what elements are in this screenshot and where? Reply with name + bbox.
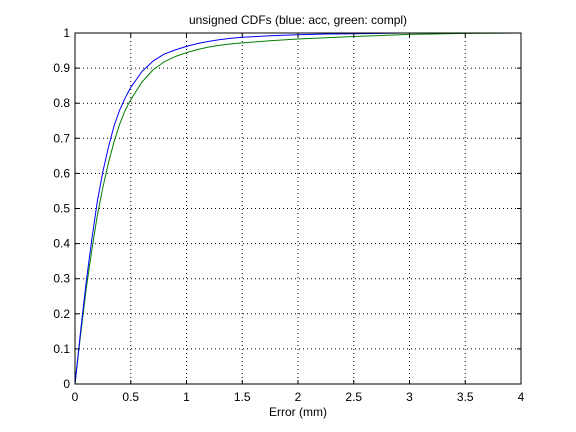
y-tick-label: 0.3 <box>53 272 70 286</box>
x-tick-label: 0 <box>72 390 79 404</box>
x-tick-label: 0.5 <box>122 390 139 404</box>
y-tick-label: 0.8 <box>53 96 70 110</box>
x-tick-label: 2 <box>295 390 302 404</box>
x-tick-label: 3 <box>406 390 413 404</box>
y-tick-label: 0.4 <box>53 237 70 251</box>
x-tick-label: 1.5 <box>234 390 251 404</box>
y-tick-label: 0.7 <box>53 131 70 145</box>
axis-ticks: 0 0.5 1 1.5 2 2.5 3 3.5 4 0 0.1 0.2 0.3 0.4 0.5 0.6 0.7 0… <box>53 26 524 404</box>
y-tick-label: 0.5 <box>53 202 70 216</box>
x-axis-label: Error (mm) <box>269 405 327 419</box>
x-tick-label: 4 <box>518 390 525 404</box>
chart-title: unsigned CDFs (blue: acc, green: compl) <box>189 13 407 27</box>
y-tick-label: 0.1 <box>53 342 70 356</box>
y-tick-label: 0.6 <box>53 166 70 180</box>
y-tick-label: 1 <box>63 26 70 40</box>
y-tick-label: 0.2 <box>53 307 70 321</box>
y-tick-label: 0 <box>63 377 70 391</box>
grid-lines <box>75 33 521 384</box>
x-tick-label: 1 <box>183 390 190 404</box>
x-tick-label: 3.5 <box>457 390 474 404</box>
series-line-blue <box>74 32 404 385</box>
x-tick-label: 2.5 <box>345 390 362 404</box>
series-line-green <box>74 32 522 385</box>
y-tick-label: 0.9 <box>53 61 70 75</box>
series-lines <box>74 32 522 385</box>
